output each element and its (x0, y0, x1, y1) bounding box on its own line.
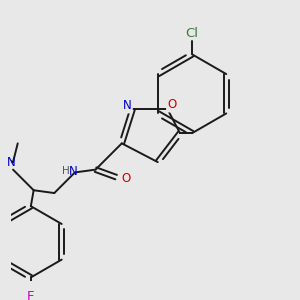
Text: N: N (123, 99, 131, 112)
Text: F: F (27, 290, 34, 300)
Text: N: N (69, 165, 77, 178)
Text: O: O (121, 172, 130, 185)
Text: O: O (167, 98, 176, 111)
Text: Cl: Cl (186, 27, 199, 40)
Text: H: H (62, 167, 69, 176)
Text: N: N (7, 156, 16, 169)
